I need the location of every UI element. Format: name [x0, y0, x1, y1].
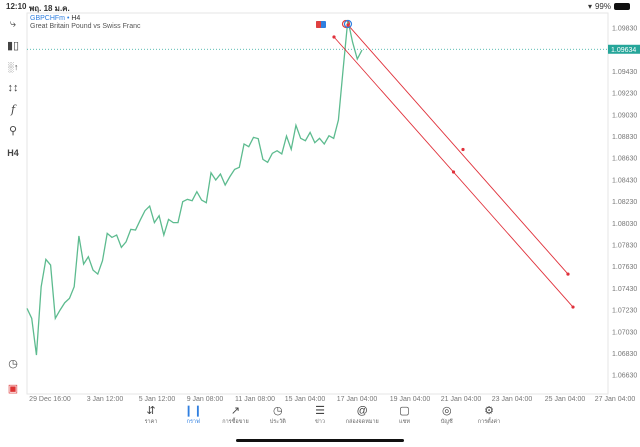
one-click-trading-icon[interactable]: ▣ [7, 383, 19, 395]
nav-tab-label: กล่องจดหมาย [345, 419, 379, 425]
nav-tab-label: แชท [399, 419, 410, 425]
battery-percent: 99% [594, 2, 611, 11]
crosshair-icon[interactable]: ⤷ [9, 18, 17, 30]
x-tick-label: 5 Jan 12:00 [139, 396, 176, 403]
trade-icon: ↗ [230, 405, 241, 417]
home-indicator [236, 439, 404, 442]
nav-tab-news[interactable]: ☰ ข่าว [299, 404, 341, 434]
timeframe-button[interactable]: H4 [7, 148, 19, 158]
indicators-icon[interactable]: ░↑ [7, 62, 19, 72]
status-bar: 12:10 พฤ. 18 ม.ค. ▾ 99% [0, 0, 640, 13]
y-tick-label: 1.09030 [612, 112, 637, 119]
account-icon: ◎ [441, 405, 452, 417]
y-tick-label: 1.07830 [612, 243, 637, 250]
mailbox-icon: @ [356, 405, 368, 417]
y-tick-label: 1.09230 [612, 91, 637, 98]
y-tick-label: 1.08430 [612, 177, 637, 184]
nav-tab-label: ราคา [144, 419, 158, 425]
timeframe: H4 [71, 15, 81, 22]
chart-toolbar: ⤷ ▮▯ ░↑ ↕↕ f ⚲ H4 ◷ ▣ [0, 13, 26, 395]
y-tick-label: 1.09430 [612, 69, 637, 76]
y-tick-label: 1.06830 [612, 351, 637, 358]
nav-tab-mailbox[interactable]: @ กล่องจดหมาย [341, 404, 383, 434]
settings-sliders-icon[interactable]: ↕↕ [7, 82, 19, 94]
order-marker-icon [343, 19, 353, 29]
trendline-handle [451, 170, 456, 174]
x-tick-label: 19 Jan 04:00 [390, 396, 431, 403]
y-tick-label: 1.07030 [612, 329, 637, 336]
symbol-name: GBPCHFm [30, 15, 65, 22]
trendline [347, 24, 569, 275]
objects-icon[interactable]: ⚲ [8, 125, 18, 137]
chart-icon: ❙❙ [184, 405, 203, 417]
nav-tab-account[interactable]: ◎ บัญชี [426, 404, 468, 434]
nav-tab-quotes[interactable]: ⇵ ราคา [130, 404, 172, 434]
x-tick-label: 15 Jan 04:00 [285, 396, 326, 403]
trendline-handle [566, 272, 570, 276]
chart-type-icon[interactable]: ▮▯ [6, 40, 20, 52]
nav-tab-label: บัญชี [440, 419, 453, 425]
x-tick-label: 29 Dec 16:00 [29, 396, 71, 403]
nav-tab-label: การตั้งค่า [477, 419, 501, 425]
nav-tab-settings[interactable]: ⚙ การตั้งค่า [468, 404, 510, 434]
current-price-label: 1.09634 [611, 47, 636, 54]
trendline-handle [332, 35, 336, 39]
nav-tab-label: กราฟ [186, 419, 200, 425]
current-price-tag [608, 44, 640, 54]
nav-tab-label: ข่าว [315, 419, 325, 425]
y-tick-label: 1.08230 [612, 199, 637, 206]
bottom-nav: ⇵ ราคา ❙❙ กราฟ ↗ การซื้อขาย ◷ ประวัติ ☰ ข่าว @ กล่อ… [130, 404, 510, 434]
x-tick-label: 23 Jan 04:00 [492, 396, 533, 403]
nav-tab-chart[interactable]: ❙❙ กราฟ [172, 404, 214, 434]
y-tick-label: 1.06630 [612, 373, 637, 380]
wifi-icon: ▾ [587, 2, 592, 11]
nav-tab-history[interactable]: ◷ ประวัติ [257, 404, 299, 434]
price-line [26, 19, 363, 356]
settings-icon: ⚙ [484, 405, 494, 417]
nav-tab-chat[interactable]: ▢ แชท [384, 404, 426, 434]
trade-marker-icon [316, 21, 321, 28]
x-tick-label: 21 Jan 04:00 [441, 396, 482, 403]
nav-tab-label: ประวัติ [269, 419, 286, 425]
y-tick-label: 1.09830 [612, 26, 637, 33]
nav-tab-trade[interactable]: ↗ การซื้อขาย [215, 404, 257, 434]
history-icon: ◷ [272, 405, 283, 417]
function-icon[interactable]: f [10, 103, 16, 116]
x-tick-label: 9 Jan 08:00 [187, 396, 224, 403]
news-icon: ☰ [315, 405, 325, 417]
nav-tab-label: การซื้อขาย [222, 419, 249, 425]
battery-icon [614, 3, 630, 10]
quick-chart-icon[interactable]: ◷ [8, 358, 18, 370]
y-tick-label: 1.08630 [612, 156, 637, 163]
y-tick-label: 1.07230 [612, 308, 637, 315]
symbol-description: Great Britain Pound vs Swiss Franc [30, 23, 141, 30]
x-tick-label: 11 Jan 08:00 [235, 396, 275, 403]
x-tick-label: 17 Jan 04:00 [337, 396, 378, 403]
quotes-icon: ⇵ [146, 405, 156, 417]
y-tick-label: 1.07430 [612, 286, 637, 293]
chat-icon: ▢ [399, 405, 410, 417]
trendline-handle [571, 305, 575, 309]
x-tick-label: 25 Jan 04:00 [545, 396, 586, 403]
y-tick-label: 1.07630 [612, 264, 637, 271]
status-date: พฤ. 18 ม.ค. [29, 4, 70, 13]
x-tick-label: 3 Jan 12:00 [87, 396, 124, 403]
status-time: 12:10 [6, 2, 27, 11]
plot-frame [26, 12, 609, 395]
y-tick-label: 1.08030 [612, 221, 637, 228]
y-tick-label: 1.08830 [612, 134, 637, 141]
x-tick-label: 27 Jan 04:00 [595, 396, 636, 403]
trendline-handle [461, 147, 465, 152]
price-chart[interactable]: 1.09830 1.09430 1.09230 1.09030 1.08830 1.086… [0, 0, 640, 404]
chart-title: GBPCHFm • H4 Great Britain Pound vs Swis… [30, 15, 141, 30]
